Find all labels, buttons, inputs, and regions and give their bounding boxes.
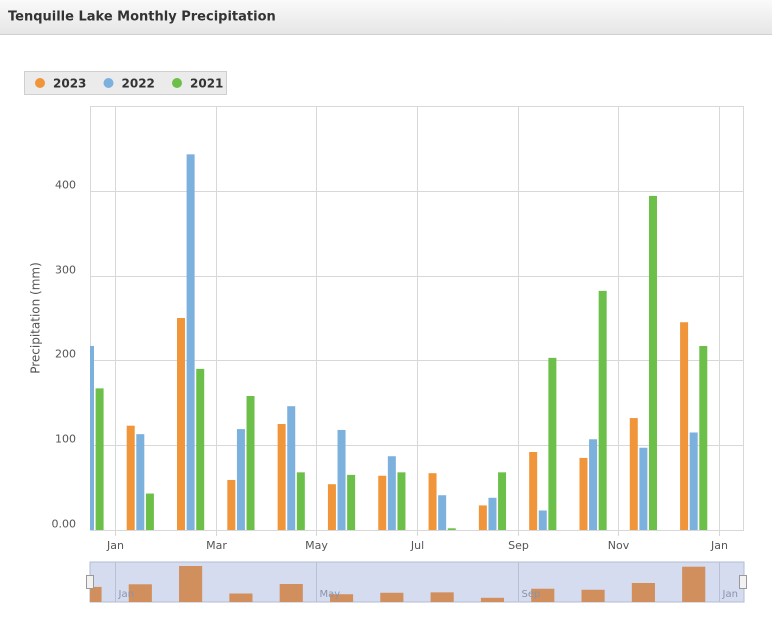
navigator-tick-label: Jan [118,589,134,600]
bar [488,497,497,530]
bar [296,472,305,530]
navigator-bar [128,584,152,602]
bar [447,528,456,530]
bar [428,473,437,530]
bar [598,290,607,530]
y-tick-label: 300 [55,264,76,277]
x-tick-label: May [305,539,328,552]
navigator-bar [90,586,102,602]
navigator-bar [531,588,555,602]
bar [145,493,154,530]
legend-marker [35,78,45,88]
bar [236,429,245,530]
bar [277,424,286,530]
x-tick-label: Sep [508,539,529,552]
bar [95,388,104,530]
bar [548,357,557,530]
bar [387,456,396,530]
bar [347,474,356,530]
bar [76,441,84,530]
navigator-handle[interactable] [739,575,747,589]
y-tick-label: 400 [55,179,76,192]
navigator-tick-label: Jan [722,589,738,600]
bar [589,439,598,530]
bar [478,505,487,530]
navigator-bar [430,592,454,602]
bar [186,154,195,530]
navigator-tick-label: Sep [522,589,541,600]
bar [438,495,447,530]
labels: 0.00 100 200 300 400 Jan Mar May Jul Sep Nov Jan 202… [35,77,728,552]
navigator-bar [229,593,253,602]
bar [126,425,135,530]
bar [337,429,346,530]
bar [498,472,507,530]
legend-marker [103,78,114,88]
bar [227,479,236,530]
bar [287,406,296,530]
bar [177,318,186,530]
bar [196,368,205,530]
bar [629,418,638,530]
chart-title: Tenquille Lake Monthly Precipitation [8,10,276,25]
bar [90,345,94,530]
y-axis-label: Precipitation (mm) [29,262,43,374]
navigator-bar [581,589,605,602]
bar [397,472,406,530]
bar [538,510,547,530]
navigator-bar [179,566,203,602]
legend-label: 2021 [190,77,223,91]
navigator-handle[interactable] [86,575,94,589]
bar [699,345,708,530]
bar [689,432,698,530]
navigator-bar [380,592,404,602]
navigator-labels: Jan May Sep Jan [118,589,738,600]
bar [648,195,657,530]
navigator-bar [329,594,354,602]
legend-label: 2023 [53,77,86,91]
bar [136,434,145,530]
bars [76,154,708,530]
x-tick-label: Jan [710,539,728,552]
y-tick-label: 0.00 [52,518,77,531]
bar [378,475,387,530]
bar [529,451,538,530]
y-tick-label: 200 [55,348,76,361]
navigator-bar [631,582,655,602]
legend-label: 2022 [122,77,155,91]
legend-marker [172,78,182,88]
legend-box [24,71,227,95]
x-tick-label: Jul [410,539,424,552]
navigator-bar [279,584,303,602]
bar [639,447,648,530]
bar [246,396,255,530]
navigator-bar [480,597,505,602]
x-tick-label: Mar [206,539,227,552]
bar [579,457,588,530]
bar [680,322,689,530]
x-tick-label: Jan [106,539,124,552]
navigator-tick-label: May [320,589,341,600]
bar [327,484,336,530]
x-tick-label: Nov [608,539,630,552]
navigator-bars [90,562,720,602]
y-tick-label: 100 [55,433,76,446]
navigator-bar [682,566,706,602]
title-bar [0,0,772,34]
